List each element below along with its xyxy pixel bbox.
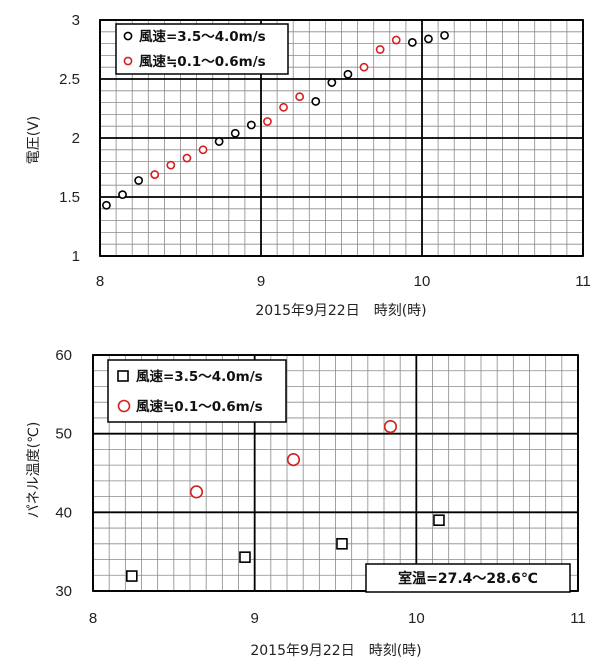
chart1-series2-point	[391, 35, 401, 45]
chart2-series1-point	[126, 570, 138, 582]
chart1-y-tick-label: 2.5	[59, 71, 80, 88]
chart2-legend-marker-1	[117, 370, 129, 382]
chart2-series2-point	[383, 419, 398, 434]
chart2-y-tick-label: 30	[55, 583, 72, 600]
chart1-y-axis-label: 電圧(V)	[26, 116, 42, 165]
chart2-legend-box	[107, 359, 287, 423]
chart1-legend-marker-2	[123, 56, 133, 66]
chart2-legend-label-1: 風速=3.5〜4.0m/s	[136, 368, 263, 385]
chart1-series2-point	[375, 45, 385, 54]
chart1-legend: 風速=3.5〜4.0m/s 風速≒0.1〜0.6m/s	[115, 23, 289, 75]
chart2-frame	[92, 354, 579, 592]
chart1-series2-point	[166, 160, 176, 170]
chart1-legend-marker-1	[123, 31, 133, 41]
chart1-series1-point	[102, 200, 111, 210]
chart2-x-tick-label: 10	[408, 610, 425, 627]
chart1-series1-point	[230, 128, 240, 138]
chart1-series2-point	[279, 102, 288, 112]
chart1-series1-point	[246, 120, 256, 130]
chart1-x-tick-label: 10	[414, 273, 431, 290]
chart2-points	[126, 419, 445, 582]
chart1-x-tick-label: 11	[575, 273, 591, 290]
chart2-y-axis-label: パネル温度(℃)	[26, 422, 42, 519]
chart2-x-tick-label: 8	[89, 610, 97, 627]
chart1-series1-point	[424, 34, 433, 44]
chart2-series2-point	[189, 485, 204, 499]
chart2-series2-point	[286, 453, 301, 467]
chart2-legend-label-2: 風速≒0.1〜0.6m/s	[136, 398, 263, 415]
chart2-x-tick-label: 11	[570, 610, 586, 627]
chart1-y-tick-label: 1.5	[59, 189, 80, 206]
chart1-y-tick-label: 2	[72, 130, 80, 147]
chart2-annotation-text: 室温=27.4〜28.6℃	[398, 570, 538, 587]
chart1-series1-point	[134, 176, 144, 185]
chart1-series1-point	[343, 69, 353, 79]
chart2-x-axis-label: 2015年9月22日 時刻(時)	[250, 643, 421, 659]
chart1-series1-point	[407, 38, 417, 47]
chart1-y-tick-label: 1	[72, 248, 80, 265]
chart1-series1-point	[327, 78, 337, 87]
chart2-y-tick-label: 40	[55, 504, 72, 521]
chart1-y-tick-label: 3	[72, 12, 80, 29]
chart2-y-tick-label: 60	[55, 347, 72, 364]
chart2-legend: 風速=3.5〜4.0m/s 風速≒0.1〜0.6m/s	[107, 359, 287, 423]
chart1-x-axis-label: 2015年9月22日 時刻(時)	[255, 303, 426, 319]
chart1-series2-point	[295, 92, 305, 102]
chart1-series1-point	[440, 30, 449, 40]
chart1-series1-point	[311, 97, 321, 106]
chart1-x-tick-label: 9	[257, 273, 265, 290]
chart1-series1-point	[118, 190, 127, 200]
chart1-series2-point	[198, 145, 208, 155]
chart1-series2-point	[150, 170, 160, 179]
chart1-series1-point	[214, 137, 224, 146]
chart1-series2-point	[359, 62, 369, 72]
chart1-legend-label-2: 風速≒0.1〜0.6m/s	[139, 53, 266, 70]
chart1-frame	[99, 19, 584, 257]
chart1-series2-point	[182, 153, 192, 163]
chart2-series1-point	[433, 514, 445, 527]
chart1-x-tick-label: 8	[96, 273, 104, 290]
chart1-legend-box	[115, 23, 289, 75]
chart2-room-temp-annotation: 室温=27.4〜28.6℃	[365, 563, 571, 593]
chart2-legend-marker-2	[117, 399, 131, 413]
chart2-tick-labels: 8 9 10 11 30 40 50 60	[55, 347, 585, 627]
chart2-y-tick-label: 50	[55, 426, 72, 443]
chart2-series1-point	[239, 551, 251, 563]
panel-temperature-chart: 8 9 10 11 30 40 50 60 2015年9月22日 時刻(時) パネル温度(℃)…	[26, 347, 586, 659]
chart2-annotation-box	[365, 563, 571, 593]
chart2-series1-point	[336, 537, 348, 550]
chart1-series2-point	[263, 117, 272, 126]
chart1-points	[102, 30, 449, 210]
chart2-x-tick-label: 9	[250, 610, 258, 627]
chart1-legend-label-1: 風速=3.5〜4.0m/s	[139, 28, 266, 45]
